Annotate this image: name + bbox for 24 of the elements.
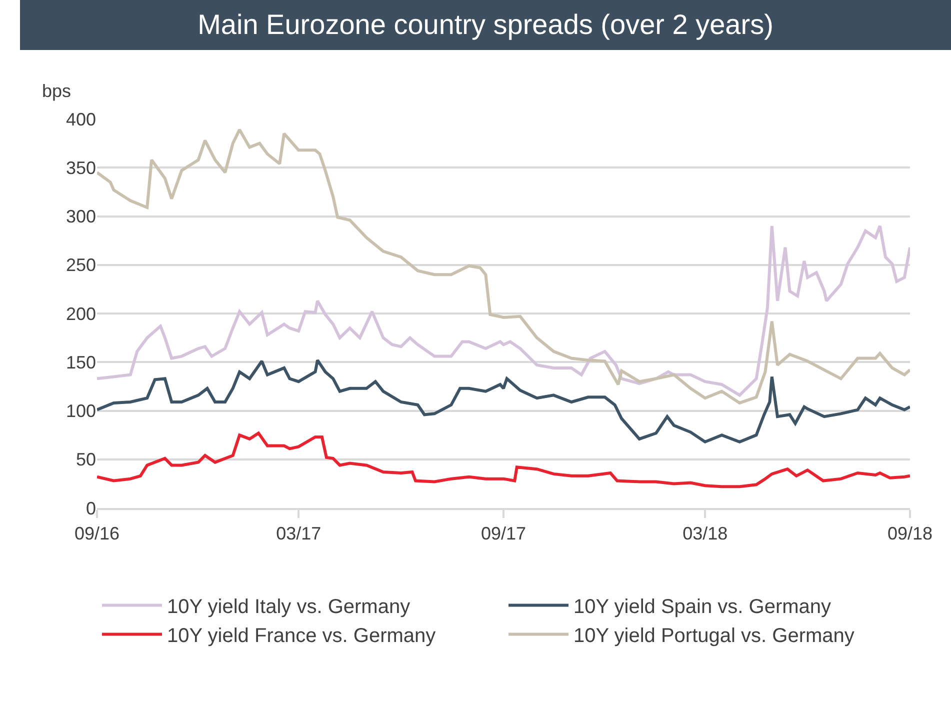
y-tick-label: 100 bbox=[66, 401, 96, 422]
x-tick-label: 09/17 bbox=[480, 524, 526, 544]
y-tick-label: 150 bbox=[66, 352, 96, 372]
x-tick-label: 09/18 bbox=[887, 524, 933, 544]
chart-title: Main Eurozone country spreads (over 2 years) bbox=[20, 0, 951, 50]
x-tick-label: 03/17 bbox=[276, 524, 322, 544]
line-series bbox=[97, 358, 910, 444]
y-tick-label: 50 bbox=[76, 450, 96, 470]
y-tick-label: 350 bbox=[66, 158, 96, 178]
legend-label: 10Y yield France vs. Germany bbox=[167, 625, 436, 648]
y-tick-label: 400 bbox=[66, 109, 96, 130]
y-axis-title: bps bbox=[42, 81, 72, 101]
line-series bbox=[97, 224, 910, 397]
legend-label: 10Y yield Spain vs. Germany bbox=[574, 596, 832, 618]
x-tick-label: 03/18 bbox=[682, 524, 728, 544]
y-tick-label: 250 bbox=[66, 255, 96, 276]
x-tick-label: 09/16 bbox=[74, 524, 120, 544]
legend-label: 10Y yield Italy vs. Germany bbox=[167, 596, 410, 618]
legend-label: 10Y yield Portugal vs. Germany bbox=[574, 625, 854, 648]
y-tick-label: 0 bbox=[86, 498, 96, 518]
y-tick-label: 300 bbox=[66, 206, 96, 227]
line-series bbox=[97, 128, 910, 404]
line-series bbox=[97, 432, 910, 488]
y-tick-label: 200 bbox=[66, 304, 96, 324]
